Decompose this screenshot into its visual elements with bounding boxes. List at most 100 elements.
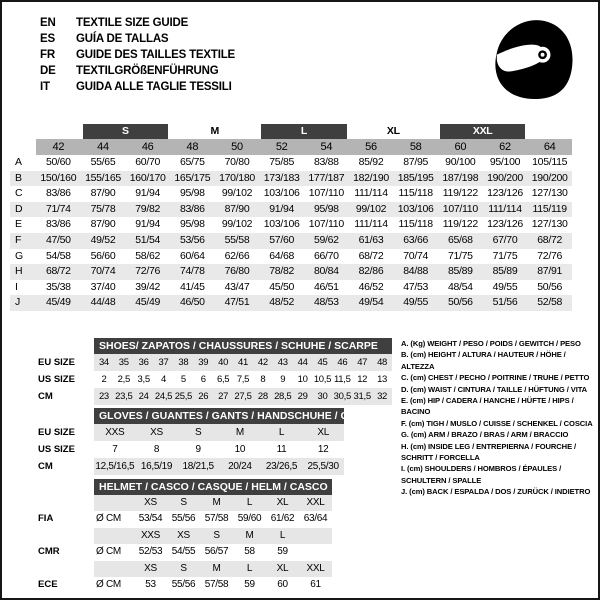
measurement-row: J 45/49 44/48 45/49 46/50 47/51 48/52 48/53 49/5… [10,295,572,311]
shoes-cell: 38 [173,354,194,371]
measurement-cell: 190/200 [487,171,523,184]
gloves-cell: 12,5/16,5 [94,458,136,475]
helmet-value-cell: 53/54 [138,513,163,525]
measurement-cell: 47/50 [45,233,71,246]
measurement-cell: 95/98 [179,218,205,231]
measurement-cell: 95/98 [179,187,205,200]
helmet-unit-spacer [94,560,134,577]
measurement-cell: 173/183 [263,171,300,184]
size-header-cell: 46 [141,141,154,153]
helmet-standard-label: ECE [38,578,58,590]
measurement-row-key: B [15,171,22,184]
gloves-cell: 12 [317,444,329,455]
helmet-size-cell [299,527,332,545]
helmet-table-rows: XS S M L XL XXL FIA Ø CM 53/54 55/56 57/58 59/60 61/… [10,495,332,593]
helmet-unit-spacer [94,495,134,512]
helmet-value-cell: 59 [277,546,288,558]
measurement-cell: 58/62 [135,249,161,262]
legend-item: E. (cm) HIP / CADERA / HANCHE / HÜFTE / … [401,396,574,417]
gloves-size-table: GLOVES / GUANTES / GANTS / HANDSCHUHE / … [10,408,381,475]
gloves-cell: M [219,424,261,441]
measurement-cell: 80/84 [313,265,339,278]
gloves-cell: 25,5/30 [302,458,344,475]
helmet-unit-label: Ø CM [96,513,121,525]
shoes-row-label: EU SIZE [38,357,75,368]
shoes-cell: 45 [312,354,333,371]
measurement-cell: 99/102 [221,218,253,231]
measurement-cell: 52/58 [537,296,563,309]
shoes-row: US SIZE 2 2,5 3,5 4 5 6 6,5 7,5 8 9 10 10,5 11,5 12 13 [10,371,392,388]
measurement-cell: 87/91 [537,265,563,278]
shoes-cell: 12 [357,374,368,385]
shoes-cell: 42 [252,354,273,371]
measurement-cell: 47/53 [403,280,429,293]
gloves-cell: 9 [195,444,202,455]
language-row: DE TEXTILGRÖßENFÜHRUNG [40,63,235,79]
size-group-header-row: S M L XL XXL [36,124,572,139]
language-row: ES GUÍA DE TALLAS [40,31,235,47]
measurement-cell: 51/54 [135,233,161,246]
helmet-value-cell: 59 [244,578,255,590]
gloves-cell: 8 [153,444,160,455]
shoes-cell: 11,5 [334,374,351,385]
size-group-xl: XL [386,125,400,137]
helmet-size-cell: M [200,560,233,577]
language-label: GUIDE DES TAILLES TEXTILE [76,49,235,61]
shoes-cell: 47 [352,354,373,371]
helmet-standard-label: FIA [38,513,54,525]
measurement-cell: 91/94 [135,187,161,200]
shoes-cell: 26 [193,388,214,405]
shoes-size-table: SHOES/ ZAPATOS / CHAUSSURES / SCHUHE / S… [10,338,392,405]
measurement-cell: 70/74 [403,249,429,262]
shoes-cell: 30,5 [332,388,353,405]
measurement-cell: 74/78 [179,265,205,278]
shoes-cell: 36 [133,354,154,371]
helmet-standard-label: CMR [38,546,60,558]
measurement-cell: 150/160 [40,171,77,184]
measurement-cell: 49/54 [358,296,384,309]
measurement-cell: 123/126 [487,218,523,231]
helmet-unit-spacer [94,527,134,545]
measurement-cell: 123/126 [487,187,523,200]
shoes-cell: 24,5 [153,388,174,405]
measurement-cell: 48/52 [269,296,295,309]
measurement-row: C 83/86 87/90 91/94 95/98 99/102 103/106 107/11… [10,186,572,202]
measurement-cell: 82/86 [358,265,384,278]
measurement-cell: 103/106 [263,218,300,231]
helmet-value-cell: 60 [277,578,288,590]
measurement-cell: 187/198 [442,171,479,184]
measurement-cell: 107/110 [308,218,344,231]
measurement-cell: 55/58 [224,233,250,246]
measurement-cell: 70/74 [90,265,116,278]
measurement-cell: 45/50 [269,280,295,293]
shoes-cell: 28 [252,388,273,405]
helmet-sizes-row: XXS XS S M L [10,527,332,545]
measurement-cell: 127/130 [531,218,568,231]
legend-item: J. (cm) BACK / ESPALDA / DOS / ZURÜCK / … [401,487,591,497]
measurement-cell: 79/82 [135,202,161,215]
shoes-cell: 40 [213,354,234,371]
measurement-cell: 44/48 [90,296,116,309]
language-code: IT [40,81,50,93]
helmet-size-cell: L [266,527,299,545]
helmet-value-cell: 56/57 [204,546,229,558]
helmet-size-cell: XS [134,495,167,512]
measurement-cell: 71/75 [492,249,518,262]
helmet-sizes-row: XS S M L XL XXL [10,560,332,577]
gloves-cell: 16,5/19 [135,458,178,475]
helmet-sizes-row: XS S M L XL XXL [10,495,332,512]
shoes-cell: 25,5 [173,388,194,405]
legend-item: H. (cm) INSIDE LEG / ENTREPIERNA / FOURC… [401,441,577,463]
measurement-cell: 68/72 [537,233,563,246]
helmet-size-cell: L [233,495,266,512]
measurement-cell: 48/53 [313,296,339,309]
helmet-size-cell: L [233,560,266,577]
measurement-cell: 99/102 [221,187,253,200]
size-group-xxl: XXL [440,124,526,139]
measurement-row-key: A [15,156,22,168]
measurement-cell: 50/60 [45,156,71,168]
measurement-cell: 68/72 [358,249,384,262]
shoes-cell: 9 [280,374,286,385]
measurement-cell: 50/56 [447,296,473,309]
shoes-cell: 3,5 [137,374,151,385]
